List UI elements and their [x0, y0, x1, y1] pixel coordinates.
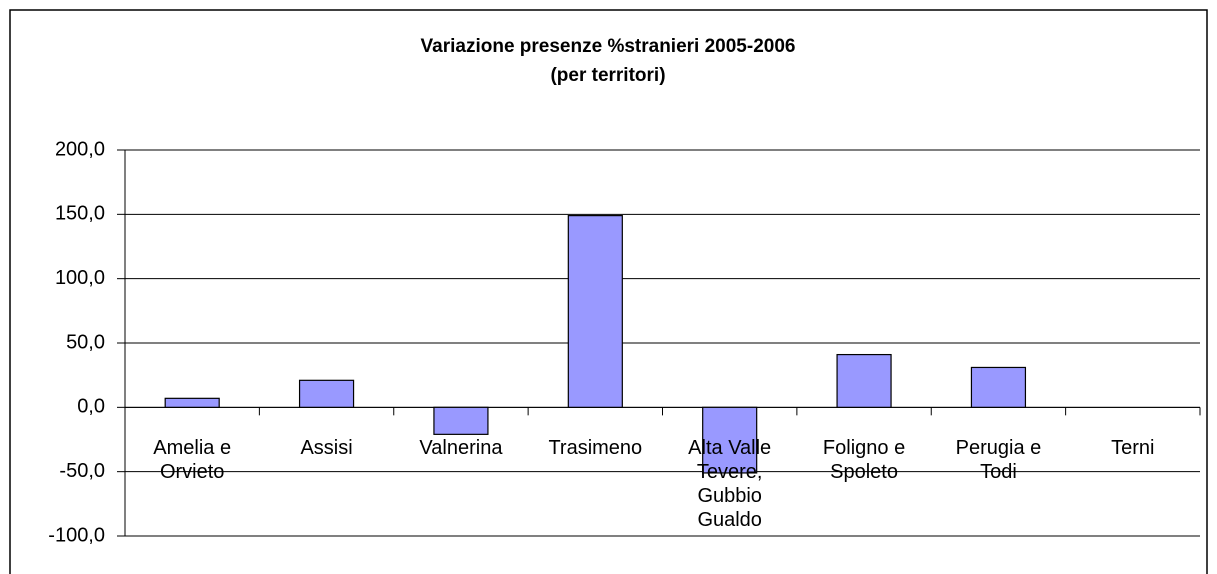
x-tick-label: Perugia e Todi — [955, 437, 1042, 484]
y-tick-label: 200,0 — [55, 138, 105, 160]
bar — [298, 379, 355, 408]
y-tick-label: 100,0 — [55, 267, 105, 289]
x-tick-label: Trasimeno — [548, 437, 643, 460]
bar — [702, 406, 758, 474]
bar — [970, 366, 1027, 408]
x-tick-label: Valnerina — [419, 437, 503, 460]
x-tick-label: Assisi — [300, 437, 353, 460]
bar — [836, 353, 892, 408]
y-tick-label: -100,0 — [48, 524, 105, 546]
x-tick-label: Alta Valle Tevere, Gubbio Gualdo — [688, 437, 772, 532]
bar — [433, 406, 489, 435]
bar — [164, 397, 220, 408]
x-tick-label: Amelia e Orvieto — [153, 437, 232, 484]
chart-title: Variazione presenze %stranieri 2005-2006 — [421, 36, 796, 57]
x-tick-label: Foligno e Spoleto — [822, 437, 906, 484]
x-tick-label: Terni — [1111, 437, 1155, 460]
y-tick-label: -50,0 — [59, 460, 105, 482]
y-tick-label: 50,0 — [66, 331, 105, 353]
bar — [567, 215, 623, 408]
chart-subtitle: (per territori) — [550, 65, 665, 86]
y-tick-label: 150,0 — [55, 203, 105, 225]
y-tick-label: 0,0 — [77, 396, 105, 418]
